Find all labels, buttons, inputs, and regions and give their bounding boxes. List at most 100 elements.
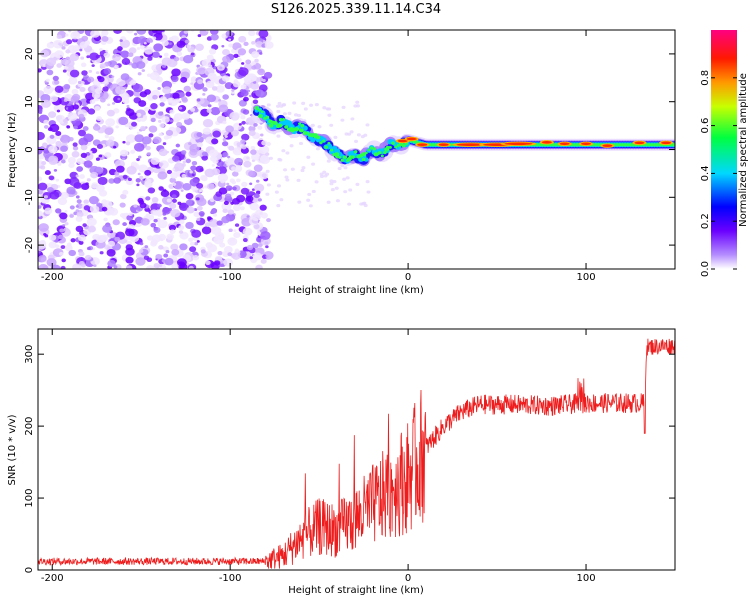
noise-blob [67,157,76,164]
noise-blob [136,131,140,135]
noise-blob [319,172,324,176]
ridge-cell [260,110,264,114]
noise-blob [43,195,48,199]
noise-blob [138,164,148,173]
noise-blob [140,218,150,226]
ridge-spot [289,128,295,133]
noise-blob [251,51,260,58]
noise-blob [170,243,179,251]
noise-blob [148,125,158,133]
noise-blob [315,147,320,151]
noise-blob [38,255,47,263]
noise-blob [222,55,230,63]
noise-blob [80,56,85,60]
noise-blob [211,164,215,167]
noise-blob [213,236,224,245]
noise-blob [354,139,359,143]
noise-blob [212,213,218,217]
ridge-cell [650,143,654,147]
noise-blob [227,209,235,215]
noise-blob [139,242,144,246]
noise-blob [309,103,314,107]
noise-blob [150,222,157,228]
ridge-spot [373,152,379,157]
noise-blob [77,129,87,137]
ridge-cell [298,122,302,126]
noise-blob [72,263,82,269]
noise-blob [248,125,256,132]
noise-blob [151,197,159,203]
spectrogram-xtick-label: -200 [41,272,64,283]
ridge-cell [615,143,619,147]
noise-blob [38,205,42,209]
noise-blob [216,220,223,226]
noise-blob [205,80,215,89]
noise-blob [228,145,235,151]
noise-blob [347,132,352,136]
noise-blob [193,211,201,218]
noise-blob [173,180,185,190]
noise-blob [202,92,206,96]
noise-blob [265,245,269,249]
noise-blob [185,221,194,230]
noise-blob [251,153,260,161]
noise-blob [138,199,145,205]
noise-blob [347,202,352,206]
noise-blob [38,223,49,232]
noise-blob [136,118,142,123]
noise-blob [113,145,117,149]
noise-blob [207,64,213,69]
noise-blob [158,245,164,250]
noise-blob [158,132,163,137]
noise-blob [102,224,113,233]
noise-blob [222,250,230,258]
noise-blob [184,39,190,44]
noise-blob [221,75,230,82]
noise-blob [42,64,46,67]
noise-blob [82,223,87,227]
ridge-cell [273,120,278,125]
ridge-cell [594,143,598,147]
noise-blob [158,160,169,169]
noise-blob [146,265,155,269]
noise-blob [259,155,271,165]
noise-blob [153,167,160,174]
noise-blob [259,171,269,180]
noise-blob [131,121,137,127]
noise-blob [242,238,248,243]
ridge-spot [298,128,304,133]
noise-blob [95,184,105,192]
noise-blob [102,200,113,209]
spectrogram-ytick-label: -10 [24,189,35,205]
noise-blob [196,205,203,211]
noise-blob [99,63,107,69]
ridge-core [634,141,645,145]
noise-blob [255,41,264,48]
noise-blob [173,127,182,134]
noise-blob [126,30,134,34]
noise-blob [41,160,47,166]
noise-blob [97,176,108,186]
noise-blob [178,225,185,231]
noise-blob [68,136,74,142]
noise-blob [198,211,205,217]
noise-blob [327,113,332,117]
noise-blob [322,106,327,110]
noise-blob [243,41,249,47]
noise-blob [114,64,119,69]
snr-ytick-label: 200 [24,417,35,436]
noise-blob [281,149,286,153]
noise-blob [327,107,332,111]
noise-blob [72,142,78,147]
noise-blob [88,69,93,73]
noise-blob [69,171,79,179]
noise-blob [166,150,169,154]
noise-blob [179,243,188,251]
noise-blob [207,244,218,253]
noise-blob [71,88,79,95]
noise-blob [206,94,217,103]
noise-blob [236,178,241,183]
noise-blob [259,52,263,55]
